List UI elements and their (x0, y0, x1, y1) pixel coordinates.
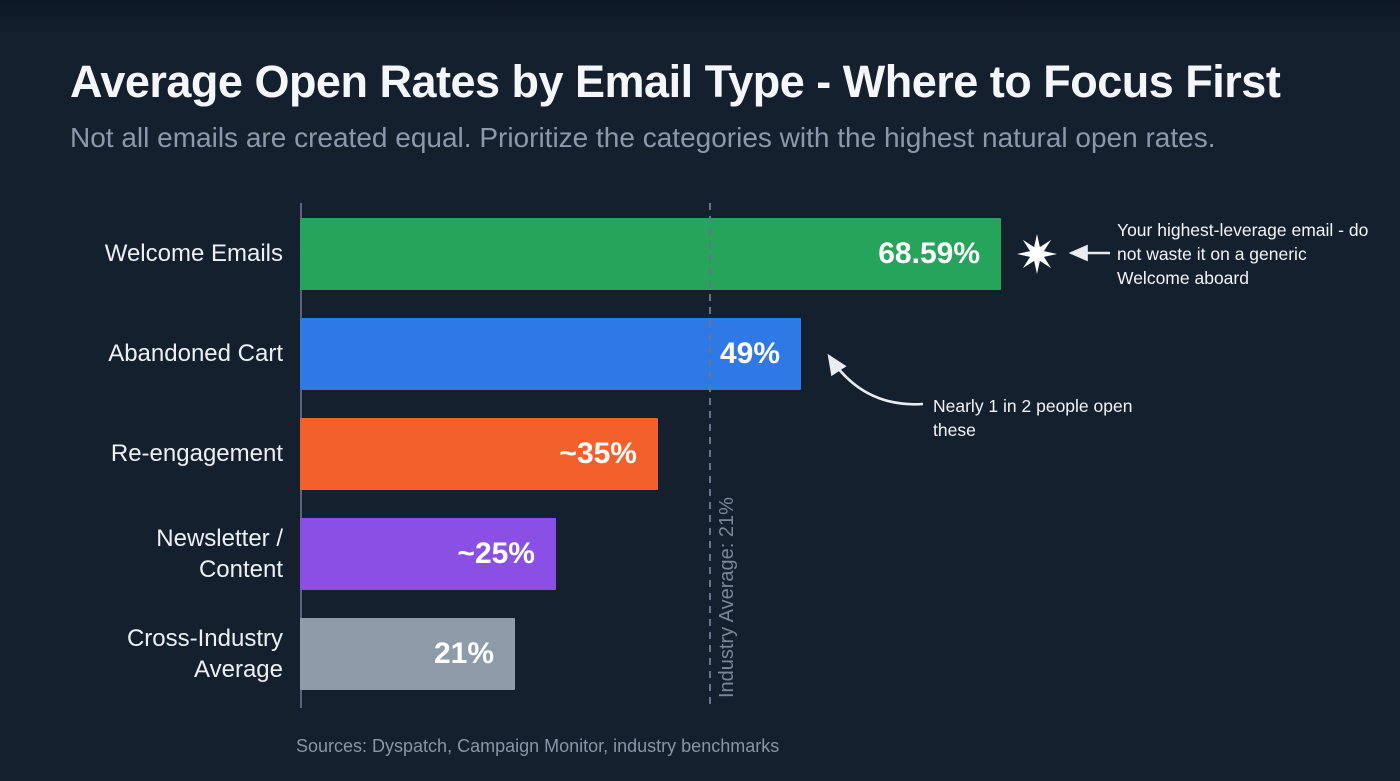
bar-area: 21% (300, 604, 1400, 704)
bar: 21% (300, 618, 515, 690)
bar-value-label: 21% (433, 637, 494, 670)
bar-row: Cross-Industry Average 21% (83, 604, 1400, 704)
industry-average-line (709, 203, 711, 710)
bar-area: ~25% (300, 504, 1400, 604)
annotation-welcome-text: Your highest-leverage email - do not was… (1117, 220, 1369, 288)
bar-value-label: ~35% (559, 437, 637, 470)
bar: 49% (300, 318, 801, 390)
sparkle-star-icon (1017, 234, 1057, 274)
category-label: Re-engagement (110, 440, 283, 468)
bar-row: Newsletter / Content ~25% (83, 504, 1400, 604)
bar-value-label: 49% (719, 337, 780, 370)
bar-row: Abandoned Cart 49% (83, 304, 1400, 404)
bar-value-label: 68.59% (878, 237, 980, 270)
category-label: Newsletter / Content (156, 524, 283, 583)
bar-chart: Welcome Emails 68.59% Abandoned Cart 49% Re-… (83, 204, 1400, 704)
bar: ~25% (300, 518, 556, 590)
bar: 68.59% (300, 218, 1001, 290)
industry-average-label: Industry Average: 21% (716, 497, 738, 698)
category-label: Cross-Industry Average (126, 624, 283, 683)
page-subtitle: Not all emails are created equal. Priori… (70, 122, 1216, 153)
bar-value-label: ~25% (457, 537, 535, 570)
category-label: Abandoned Cart (108, 340, 283, 368)
bar-row: Welcome Emails 68.59% (83, 204, 1400, 304)
category-label: Welcome Emails (104, 240, 283, 268)
bar: ~35% (300, 418, 658, 490)
bar-row: Re-engagement ~35% (83, 404, 1400, 504)
bar-area: 68.59% (300, 204, 1400, 304)
bar-area: 49% (300, 304, 1400, 404)
annotation-abandoned-text: Nearly 1 in 2 people open these (933, 396, 1133, 440)
page-title: Average Open Rates by Email Type - Where… (70, 56, 1281, 107)
bar-area: ~35% (300, 404, 1400, 504)
curved-arrow-icon (818, 342, 930, 412)
sources-note: Sources: Dyspatch, Campaign Monitor, ind… (296, 736, 780, 756)
left-arrow-icon (1062, 244, 1112, 262)
